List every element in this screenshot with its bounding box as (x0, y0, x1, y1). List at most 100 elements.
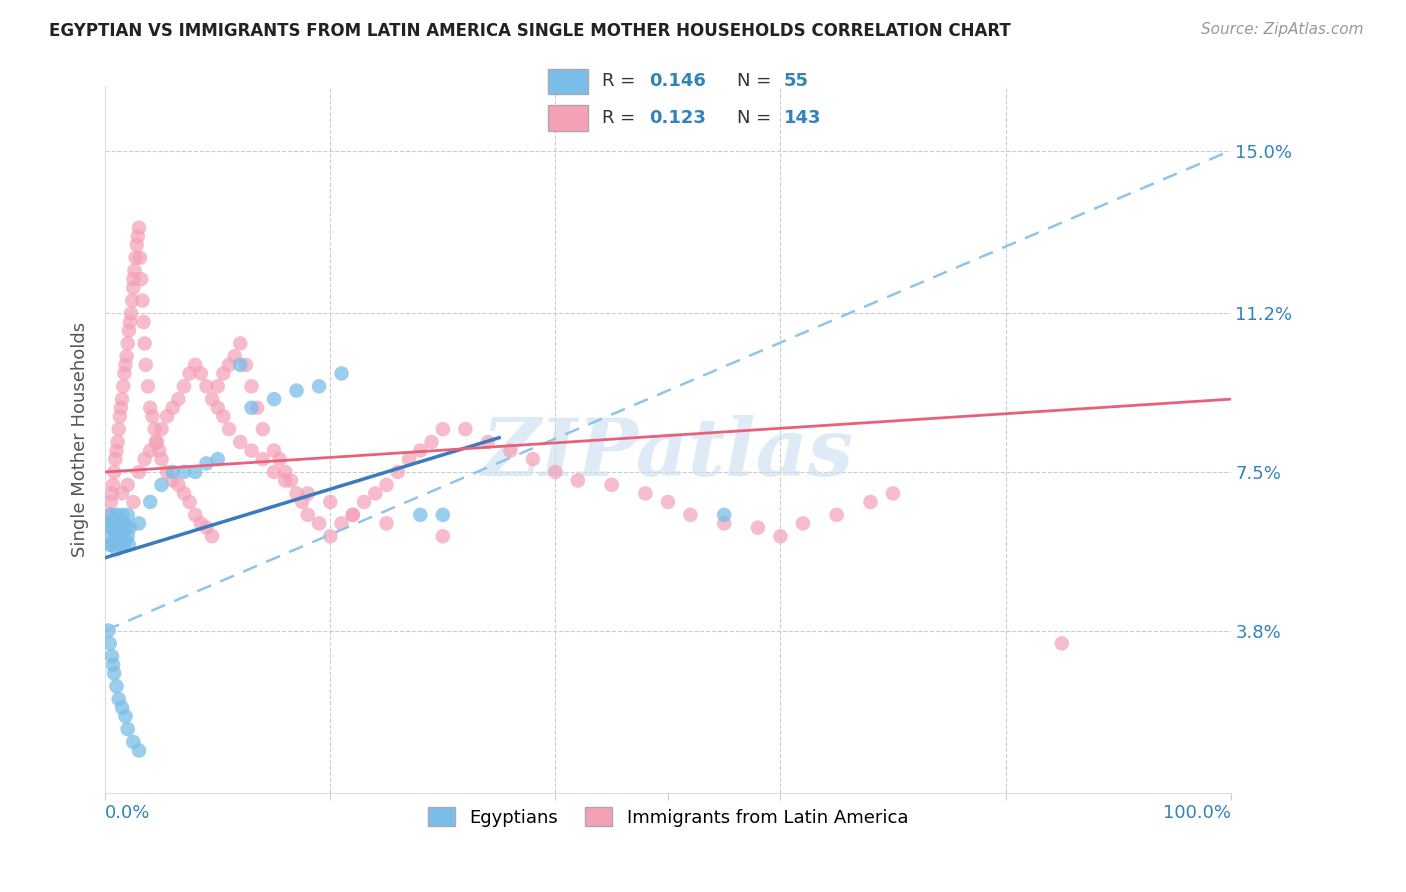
Point (103, 465, 125, 479)
Point (246, 401, 269, 415)
Point (107, 529, 129, 543)
Point (128, 220, 150, 235)
Point (162, 401, 184, 415)
Point (179, 367, 201, 381)
Point (162, 474, 184, 488)
Point (98, 538, 121, 552)
Point (127, 229, 149, 244)
Point (634, 486, 657, 500)
Point (882, 486, 904, 500)
Point (252, 422, 274, 436)
Point (353, 495, 375, 509)
Point (136, 379, 159, 393)
Text: N =: N = (737, 71, 776, 89)
Point (105, 508, 128, 522)
Point (139, 495, 162, 509)
Text: ZIPatlas: ZIPatlas (482, 416, 853, 492)
Point (330, 367, 353, 381)
Point (201, 392, 224, 406)
Text: N =: N = (737, 109, 776, 127)
Point (173, 486, 195, 500)
Point (224, 349, 246, 363)
Point (218, 358, 240, 372)
Point (280, 474, 302, 488)
Point (97, 624, 120, 638)
Point (122, 735, 145, 749)
Point (713, 508, 735, 522)
Point (101, 649, 124, 664)
Point (567, 474, 589, 488)
Point (100, 521, 122, 535)
Point (121, 293, 143, 308)
Point (118, 315, 141, 329)
Point (291, 495, 314, 509)
Point (769, 529, 792, 543)
Point (235, 358, 257, 372)
Point (103, 533, 125, 548)
Point (129, 251, 152, 265)
Point (207, 401, 229, 415)
Point (212, 367, 235, 381)
Point (128, 743, 150, 757)
Point (167, 478, 190, 492)
Point (129, 272, 152, 286)
Text: R =: R = (602, 71, 641, 89)
Point (308, 379, 330, 393)
Point (195, 379, 218, 393)
Text: 0.123: 0.123 (650, 109, 706, 127)
Point (156, 465, 179, 479)
Point (117, 508, 139, 522)
Point (98, 508, 121, 522)
Point (342, 508, 364, 522)
Point (118, 538, 141, 552)
Point (297, 508, 319, 522)
Text: Source: ZipAtlas.com: Source: ZipAtlas.com (1201, 22, 1364, 37)
Point (115, 521, 138, 535)
Point (134, 452, 156, 467)
Point (97, 516, 120, 531)
Point (108, 409, 131, 424)
Point (141, 409, 163, 424)
Legend: Egyptians, Immigrants from Latin America: Egyptians, Immigrants from Latin America (420, 800, 915, 834)
Point (173, 465, 195, 479)
Point (114, 533, 136, 548)
Point (252, 452, 274, 467)
Text: EGYPTIAN VS IMMIGRANTS FROM LATIN AMERICA SINGLE MOTHER HOUSEHOLDS CORRELATION C: EGYPTIAN VS IMMIGRANTS FROM LATIN AMERIC… (49, 22, 1011, 40)
Point (477, 435, 499, 450)
Point (747, 521, 769, 535)
Point (101, 478, 124, 492)
Point (1050, 636, 1073, 650)
Y-axis label: Single Mother Households: Single Mother Households (72, 322, 89, 558)
Point (229, 435, 252, 450)
Point (110, 401, 132, 415)
Point (139, 443, 162, 458)
Point (117, 336, 139, 351)
Point (167, 392, 190, 406)
FancyBboxPatch shape (548, 69, 588, 95)
Point (274, 465, 297, 479)
Point (274, 474, 297, 488)
Point (131, 293, 153, 308)
Point (375, 516, 398, 531)
Point (522, 452, 544, 467)
Point (156, 409, 179, 424)
Point (342, 508, 364, 522)
Point (117, 529, 139, 543)
Point (240, 443, 263, 458)
Text: 55: 55 (785, 71, 808, 89)
Point (229, 336, 252, 351)
Point (124, 263, 146, 277)
Point (859, 495, 882, 509)
Point (134, 336, 156, 351)
Point (319, 495, 342, 509)
Point (118, 324, 141, 338)
Point (825, 508, 848, 522)
Point (145, 435, 167, 450)
Point (122, 495, 145, 509)
Text: 0.146: 0.146 (650, 71, 706, 89)
Point (240, 379, 263, 393)
Text: 100.0%: 100.0% (1163, 804, 1230, 822)
Point (105, 542, 128, 557)
Point (122, 272, 145, 286)
Point (110, 521, 132, 535)
